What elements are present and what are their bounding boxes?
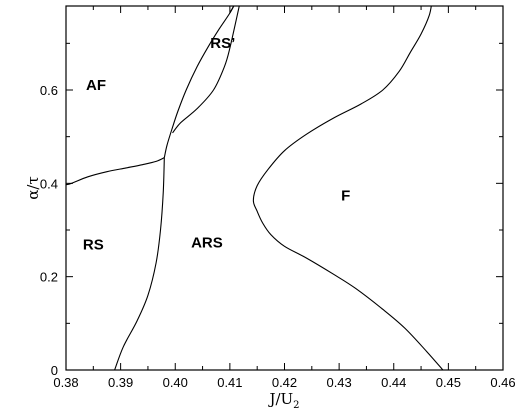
region-label: RS’ bbox=[210, 35, 235, 52]
phase-boundary-line bbox=[252, 6, 444, 370]
y-tick-label: 0.4 bbox=[40, 176, 58, 191]
phase-boundary-line bbox=[229, 6, 235, 14]
x-tick-label: 0.44 bbox=[381, 375, 406, 390]
y-tick-label: 0.6 bbox=[40, 83, 58, 98]
x-tick-label: 0.43 bbox=[326, 375, 351, 390]
x-tick-label: 0.39 bbox=[108, 375, 133, 390]
plot-area-frame bbox=[65, 5, 504, 371]
x-tick-label: 0.46 bbox=[490, 375, 515, 390]
region-label: ARS bbox=[191, 235, 223, 252]
x-tick-label: 0.41 bbox=[217, 375, 242, 390]
axis-ticks: 0.38 0.39 0.40 0.41 0.42 0.43 0.44 0.45 0.46 0 0.2… bbox=[40, 6, 516, 390]
region-label: RS bbox=[83, 237, 104, 254]
x-tick-label: 0.38 bbox=[53, 375, 78, 390]
y-tick-label: 0.2 bbox=[40, 270, 58, 285]
phase-boundaries bbox=[66, 6, 444, 370]
x-tick-label: 0.42 bbox=[272, 375, 297, 390]
y-tick-label: 0 bbox=[51, 363, 58, 378]
region-labels: AF RS’ F RS ARS bbox=[83, 35, 350, 254]
phase-boundary-line bbox=[114, 157, 165, 370]
phase-boundary-line bbox=[163, 6, 235, 158]
phase-boundary-line bbox=[172, 6, 240, 134]
region-label: F bbox=[341, 188, 350, 205]
x-axis-title-main: J/U bbox=[267, 390, 293, 408]
phase-boundary-line bbox=[66, 157, 165, 186]
x-axis-title: J/U2 bbox=[267, 390, 299, 411]
x-axis-title-subscript: 2 bbox=[293, 400, 299, 411]
x-tick-label: 0.45 bbox=[436, 375, 461, 390]
region-label: AF bbox=[86, 77, 106, 94]
y-axis-title: α/τ bbox=[24, 176, 42, 199]
x-tick-label: 0.40 bbox=[163, 375, 188, 390]
